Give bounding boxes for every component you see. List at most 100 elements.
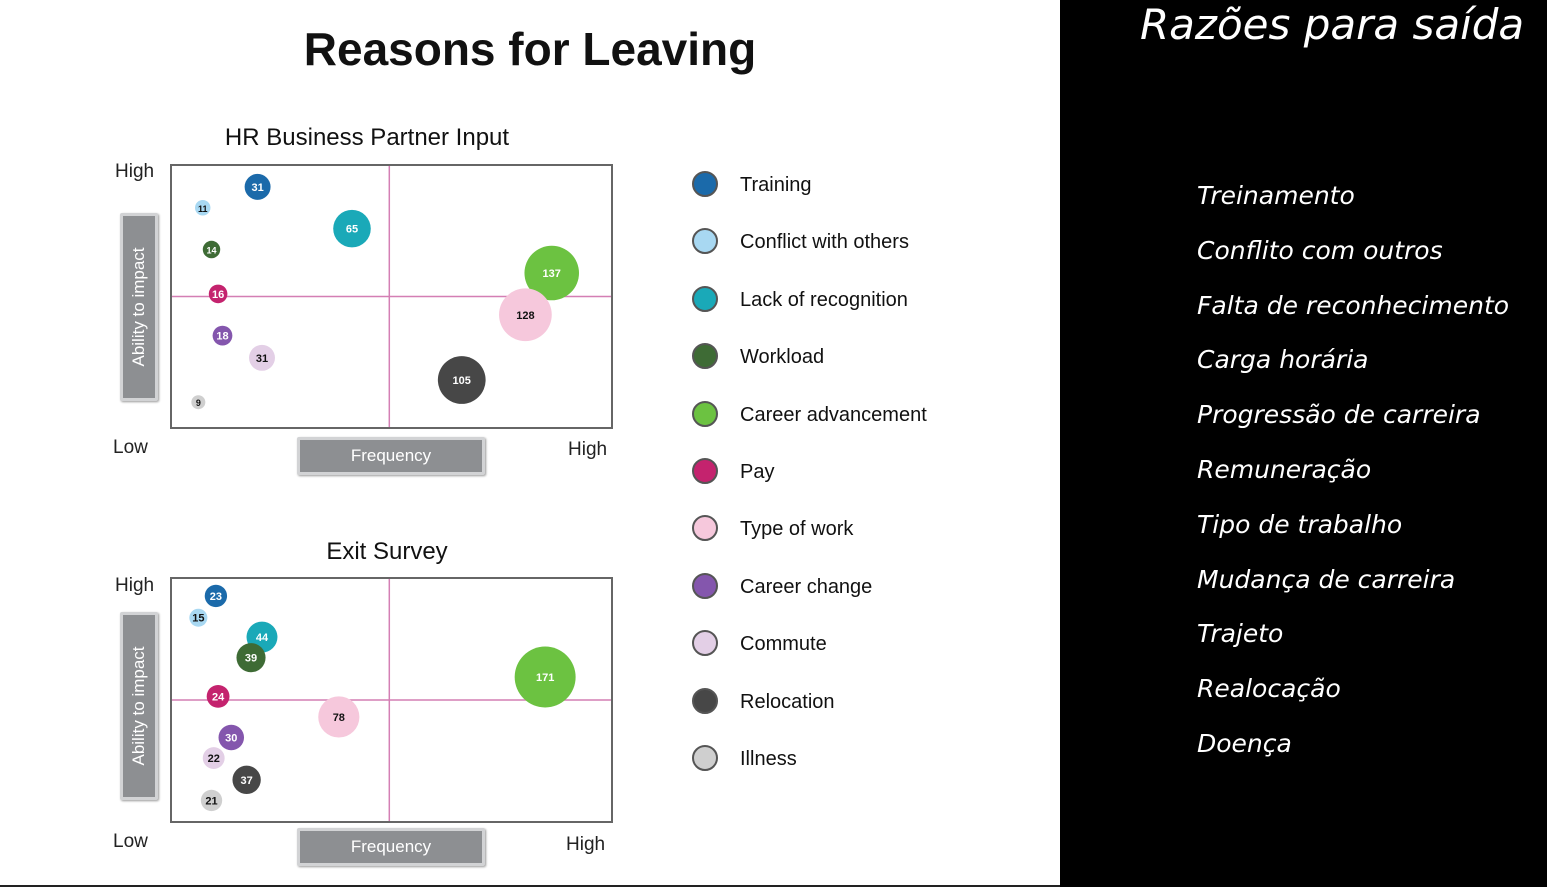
bubble-value-label: 23 [210,591,222,603]
bubble-mark [195,200,211,216]
translation-item: Tipo de trabalho [1197,509,1403,539]
bubble-mark [524,245,580,301]
bubble-value-label: 65 [346,224,358,236]
bubble-plot-hr: 31 11 65 14 137 16 128 18 31 105 9 [170,164,613,429]
legend-label: Type of work [740,518,854,541]
bubble-mark [202,240,221,259]
legend-swatch [692,228,718,255]
bubble-career-advancement: 171 [514,646,576,708]
bubble-illness: 21 [200,789,223,812]
translation-item: Carga horária [1197,345,1369,375]
main-title: Reasons for Leaving [303,23,757,75]
x-axis-label: Frequency [297,437,485,475]
chart-title-hr: HR Business Partner Input [224,124,510,151]
legend-label: Career change [740,575,873,598]
bubble-value-label: 9 [196,398,201,408]
translation-item: Remuneração [1197,455,1372,484]
bubble-value-label: 14 [207,246,217,256]
bubble-mark [202,747,225,770]
legend-swatch [692,515,718,542]
bubble-value-label: 37 [241,775,253,787]
bubble-commute: 31 [249,344,275,371]
bubble-value-label: 137 [543,268,561,280]
bubble-value-label: 24 [212,691,225,703]
translation-panel: Razões para saída Treinamento Conflito co… [1060,0,1547,887]
legend-label: Workload [740,346,825,369]
bubble-mark [189,608,208,627]
legend-swatch [692,400,718,427]
bubble-workload: 14 [202,240,221,259]
translation-item: Mudança de carreira [1197,564,1456,594]
bubble-value-label: 15 [192,613,204,625]
translation-title: Razões para saída [1140,0,1525,49]
legend-label: Pay [740,461,775,483]
legend-swatch [692,572,718,599]
legend-swatch [692,458,718,484]
bubble-mark [218,724,245,751]
bubble-mark [191,395,206,410]
translation-item: Conflito com outros [1197,235,1443,265]
bubble-lack-of-recognition: 65 [333,209,371,248]
legend-swatch [692,630,718,657]
bubble-value-label: 39 [245,653,257,665]
y-low-label: Low [113,437,148,458]
bubble-mark [208,284,228,304]
legend-swatch [692,687,718,714]
bubble-training: 23 [204,584,228,608]
chart-title-exit: Exit Survey [326,538,448,565]
x-high-label: High [568,439,608,460]
bubble-value-label: 78 [333,712,345,724]
bubble-mark [212,325,233,346]
translation-item: Trajeto [1197,619,1284,649]
bubble-mark [200,789,223,812]
legend-label: Career advancement [740,403,927,426]
bubble-mark [204,584,228,608]
x-high-label: High [566,834,606,855]
bubble-career-advancement: 137 [524,245,580,301]
slide: Reasons for Leaving HR Business Partner … [0,0,1060,887]
x-axis-label: Frequency [297,828,485,866]
bubble-mark [333,209,371,248]
bubble-conflict-with-others: 15 [189,608,208,627]
translation-item: Falta de reconhecimento [1197,290,1510,320]
bubble-mark [244,173,271,200]
bubble-value-label: 31 [256,353,268,365]
bubble-type-of-work: 78 [318,696,360,738]
legend-label: Illness [740,748,797,770]
translation-item: Doença [1197,729,1292,758]
bubble-type-of-work: 128 [499,288,552,342]
bubble-mark [206,684,230,708]
bubble-value-label: 16 [212,289,224,301]
bubble-training: 31 [244,173,271,200]
bubble-mark [514,646,576,708]
bubble-pay: 24 [206,684,230,708]
legend-swatch [692,285,718,312]
bubble-value-label: 105 [453,375,471,387]
y-axis-label: Ability to impact [120,213,158,401]
bubble-value-label: 30 [225,733,237,745]
bubble-relocation: 105 [437,356,486,404]
legend-swatch [692,171,718,197]
translation-item: Progressão de carreira [1197,400,1481,430]
legend-swatch [692,343,718,370]
bubble-mark [236,643,266,673]
y-axis-label: Ability to impact [120,612,158,800]
bubble-career-change: 30 [218,724,245,751]
bubble-value-label: 171 [536,672,554,684]
bubble-relocation: 37 [232,765,261,795]
bubble-value-label: 31 [251,182,263,194]
bubble-value-label: 128 [516,310,534,322]
bubble-mark [499,288,552,342]
legend-label: Conflict with others [740,231,909,254]
bubble-career-change: 18 [212,325,233,346]
legend-label: Relocation [740,690,835,713]
y-low-label: Low [113,831,148,852]
legend-label: Training [740,174,812,196]
bubble-mark [318,696,360,738]
bubble-value-label: 11 [198,204,208,214]
bubble-mark [437,356,486,404]
translation-item: Treinamento [1197,181,1355,210]
bubble-mark [232,765,261,795]
bubble-value-label: 18 [216,331,228,343]
bubble-value-label: 21 [205,795,217,807]
